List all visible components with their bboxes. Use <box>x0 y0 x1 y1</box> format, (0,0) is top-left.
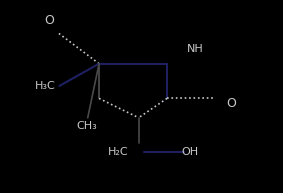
Text: H₂C: H₂C <box>108 147 129 157</box>
Text: O: O <box>45 14 54 27</box>
Text: H₃C: H₃C <box>35 81 55 91</box>
Text: O: O <box>226 97 236 110</box>
Text: OH: OH <box>181 147 198 157</box>
Text: CH₃: CH₃ <box>76 121 97 131</box>
Text: NH: NH <box>187 44 203 54</box>
